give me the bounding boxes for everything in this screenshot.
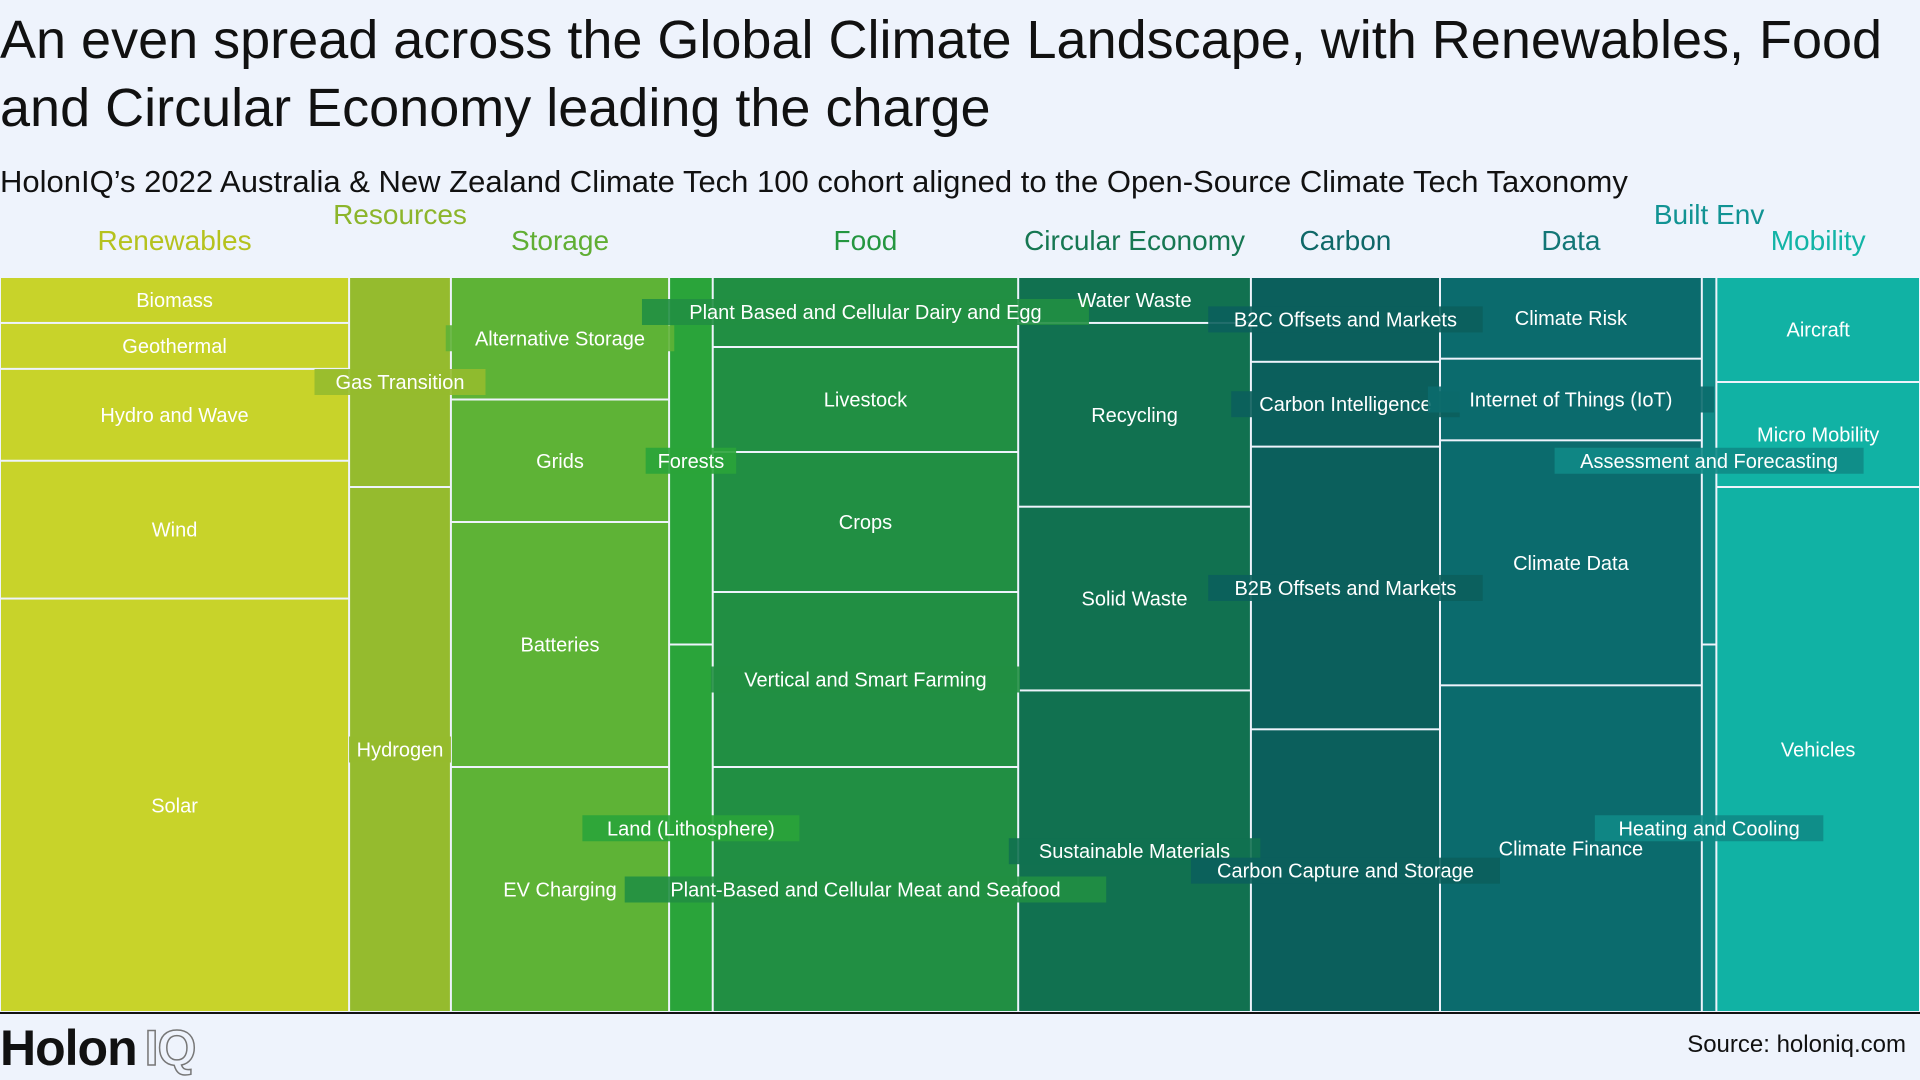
label-hydro-and-wave: Hydro and Wave	[100, 405, 248, 427]
label-climate-finance: Climate Finance	[1499, 839, 1644, 861]
cell-biomass	[1, 278, 349, 322]
label-grids: Grids	[536, 451, 584, 473]
label-bg-assessment-and-forecasting	[1554, 447, 1864, 474]
label-aircraft: Aircraft	[1787, 320, 1851, 342]
group-header-data: Data	[1541, 225, 1601, 256]
label-alternative-storage: Alternative Storage	[475, 328, 645, 350]
logo-iq-text: IQ	[144, 1019, 197, 1077]
group-header-built-env: Built Env	[1654, 199, 1765, 230]
label-bg-carbon-intelligence	[1231, 391, 1460, 418]
label-micro-mobility: Micro Mobility	[1757, 425, 1879, 447]
label-water-waste: Water Waste	[1077, 290, 1191, 312]
label-assessment-and-forecasting: Assessment and Forecasting	[1580, 451, 1838, 473]
cell-vehicles	[1717, 488, 1919, 1011]
label-bg-b2b-offsets-and-markets	[1208, 574, 1483, 601]
group-header-food: Food	[834, 225, 898, 256]
label-gas-transition: Gas Transition	[336, 372, 465, 394]
label-plant-based-and-cellular-meat-and-seafood: Plant-Based and Cellular Meat and Seafoo…	[670, 880, 1060, 902]
label-vertical-and-smart-farming: Vertical and Smart Farming	[744, 670, 986, 692]
label-hydrogen: Hydrogen	[357, 740, 444, 762]
cell-solar	[1, 599, 349, 1011]
label-bg-plant-based-and-cellular-dairy-and-egg	[641, 299, 1089, 325]
cell-batteries	[451, 523, 669, 766]
label-bg-alternative-storage	[445, 325, 675, 352]
label-bg-internet-of-things-iot	[1427, 386, 1714, 413]
label-internet-of-things-iot: Internet of Things (IoT)	[1469, 390, 1672, 412]
treemap-labels: Biomass Geothermal Hydro and Wave Wind Solar…	[100, 290, 1879, 903]
label-solar: Solar	[151, 795, 198, 817]
label-plant-based-and-cellular-dairy-and-egg: Plant Based and Cellular Dairy and Egg	[689, 302, 1041, 324]
cell-climate-data	[1441, 441, 1701, 685]
group-headers: Renewables Resources Storage Food Circular E…	[97, 199, 1865, 256]
label-b2b-offsets-and-markets: B2B Offsets and Markets	[1234, 578, 1456, 600]
label-wind: Wind	[152, 520, 198, 542]
cell-recycling	[1019, 323, 1250, 506]
label-bg-land-lithosphere	[582, 815, 800, 842]
label-heating-and-cooling: Heating and Cooling	[1618, 818, 1799, 840]
cell-hydro-and-wave	[1, 369, 349, 460]
cell-wind	[1, 461, 349, 598]
label-batteries: Batteries	[521, 635, 600, 657]
cell-aircraft	[1717, 278, 1919, 381]
cell-climate-risk	[1441, 278, 1701, 358]
label-solid-waste: Solid Waste	[1082, 589, 1188, 611]
label-land-lithosphere: Land (Lithosphere)	[607, 818, 775, 840]
group-header-renewables: Renewables	[97, 225, 251, 256]
label-geothermal: Geothermal	[122, 336, 227, 358]
label-sustainable-materials: Sustainable Materials	[1039, 841, 1230, 863]
label-bg-hydrogen	[349, 736, 451, 763]
group-header-carbon: Carbon	[1300, 225, 1392, 256]
label-carbon-capture-and-storage: Carbon Capture and Storage	[1217, 861, 1474, 883]
label-bg-gas-transition	[314, 369, 486, 395]
source-note: Source: holoniq.com	[1687, 1031, 1906, 1058]
label-bg-carbon-capture-and-storage	[1190, 857, 1500, 884]
label-bg-plant-based-and-cellular-meat-and-seafood	[624, 876, 1107, 903]
group-header-mobility: Mobility	[1771, 225, 1866, 256]
cell-livestock	[713, 348, 1018, 451]
label-bg-vertical-and-smart-farming	[710, 666, 1020, 693]
cell-climate-finance	[1441, 686, 1701, 1011]
footer-divider	[0, 1012, 1920, 1014]
group-header-circular-economy: Circular Economy	[1024, 225, 1245, 256]
chart-subtitle: HolonIQ’s 2022 Australia & New Zealand C…	[0, 164, 1628, 199]
label-b2c-offsets-and-markets: B2C Offsets and Markets	[1234, 309, 1457, 331]
label-biomass: Biomass	[136, 290, 213, 312]
label-livestock: Livestock	[824, 390, 908, 412]
holoniq-logo: Holon IQ	[0, 1018, 197, 1078]
label-climate-data: Climate Data	[1513, 553, 1629, 575]
group-header-resources: Resources	[333, 199, 467, 230]
label-carbon-intelligence: Carbon Intelligence	[1259, 394, 1431, 416]
chart-title: An even spread across the Global Climate…	[0, 10, 1883, 138]
label-recycling: Recycling	[1091, 405, 1178, 427]
logo-holon-text: Holon	[0, 1020, 138, 1076]
treemap-chart: Renewables Resources Storage Food Circular E…	[1, 199, 1919, 1011]
cell-grids	[451, 400, 669, 521]
label-vehicles: Vehicles	[1781, 740, 1856, 762]
label-bg-b2c-offsets-and-markets	[1208, 306, 1483, 333]
cell-crops	[713, 453, 1018, 591]
label-climate-risk: Climate Risk	[1515, 308, 1628, 330]
label-forests: Forests	[658, 451, 725, 473]
group-header-storage: Storage	[511, 225, 609, 256]
label-crops: Crops	[839, 512, 892, 534]
cell-geothermal	[1, 323, 349, 368]
label-bg-forests	[645, 447, 737, 474]
label-bg-heating-and-cooling	[1594, 815, 1824, 842]
label-ev-charging: EV Charging	[503, 880, 616, 902]
